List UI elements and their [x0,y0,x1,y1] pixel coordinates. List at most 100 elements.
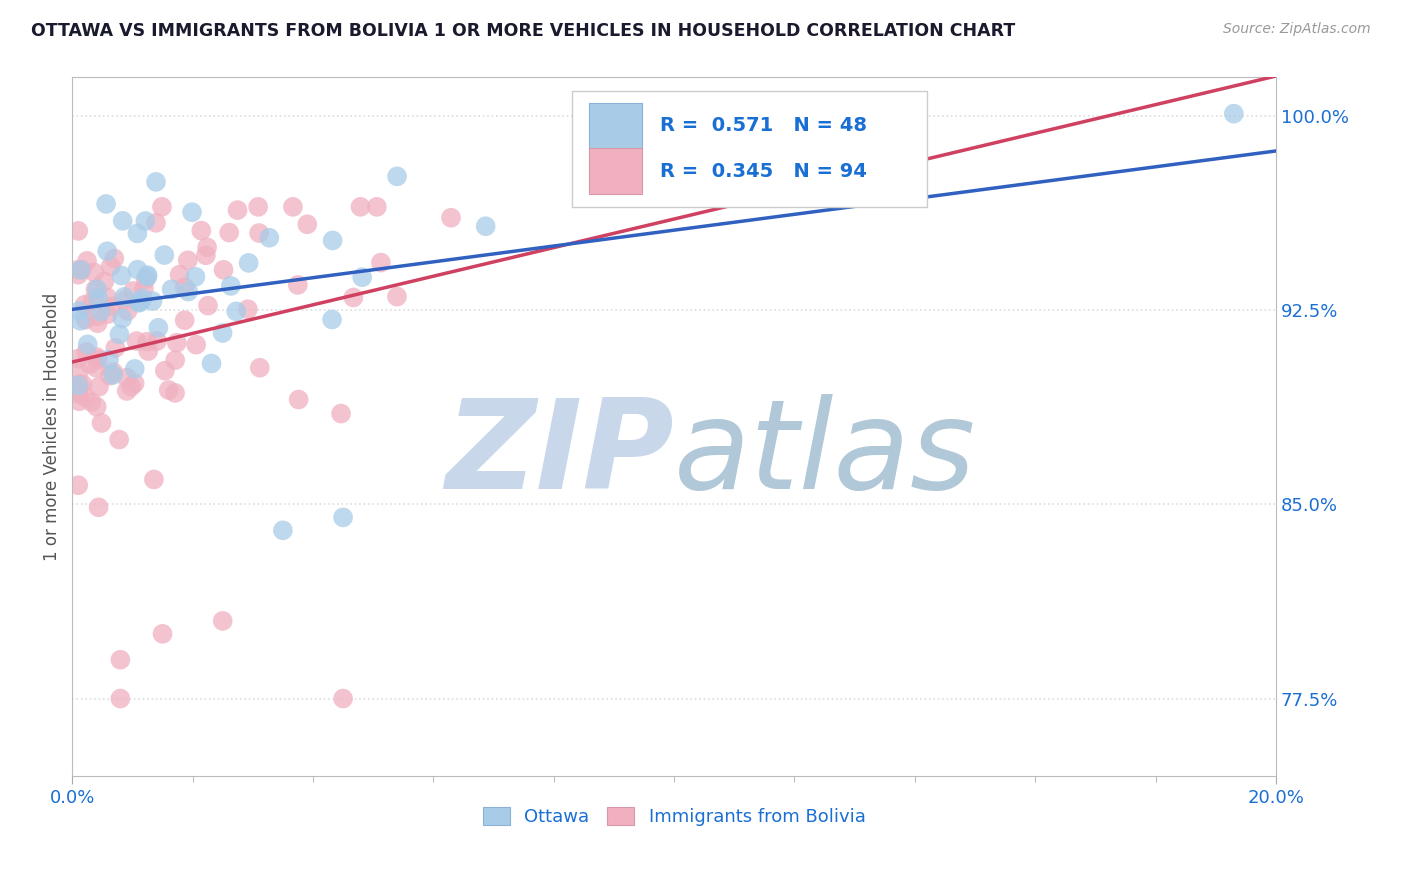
Point [69,314,91,328]
Point [73,298,96,312]
Point [195,240,218,254]
Point [146,334,169,348]
Point [86,400,108,414]
Point [112,293,135,308]
Point [108,327,131,342]
Point [112,290,135,304]
Point [321,312,343,326]
Point [332,691,354,706]
Point [129,294,152,309]
Point [342,290,364,304]
Point [225,304,247,318]
Point [69,263,91,277]
Point [75,344,97,359]
Point [127,227,149,241]
Point [165,385,187,400]
Point [79,357,101,371]
Point [385,290,408,304]
Point [111,311,134,326]
Point [131,291,153,305]
Point [117,304,139,318]
Point [69,304,91,318]
Point [86,350,108,364]
Point [101,368,124,382]
Text: R =  0.345   N = 94: R = 0.345 N = 94 [659,162,866,181]
Text: ZIP: ZIP [446,394,673,516]
Point [173,313,195,327]
FancyBboxPatch shape [589,103,641,149]
Point [98,368,121,383]
Point [190,224,212,238]
Point [84,282,107,296]
Point [104,341,127,355]
Point [103,365,125,379]
Point [67,478,90,492]
Point [87,380,110,394]
Point [249,360,271,375]
Point [136,268,159,282]
Point [150,200,173,214]
Point [115,384,138,398]
Point [75,390,97,404]
Point [96,244,118,259]
Point [212,263,235,277]
Point [82,294,104,309]
Point [148,320,170,334]
Point [332,510,354,524]
Point [72,377,94,392]
Point [165,353,187,368]
Point [67,366,90,380]
Point [194,248,217,262]
Text: atlas: atlas [673,394,976,516]
Point [67,394,90,409]
Point [67,268,90,282]
Point [100,260,122,274]
Point [177,253,200,268]
Point [153,248,176,262]
Point [287,277,309,292]
Point [370,255,392,269]
Point [93,275,115,289]
Point [211,326,233,340]
Point [125,334,148,348]
Point [1223,106,1246,120]
Point [67,224,90,238]
Point [67,377,90,392]
Point [87,292,110,306]
Point [219,279,242,293]
Point [124,362,146,376]
Point [157,383,180,397]
Text: R =  0.571   N = 48: R = 0.571 N = 48 [659,117,866,136]
Point [135,272,157,286]
Point [134,214,156,228]
Point [132,282,155,296]
Point [247,226,270,240]
Point [115,370,138,384]
Point [297,217,319,231]
Point [145,216,167,230]
Text: Source: ZipAtlas.com: Source: ZipAtlas.com [1223,22,1371,37]
Point [186,337,208,351]
Point [330,407,353,421]
Point [67,383,90,397]
Point [97,307,120,321]
Text: OTTAWA VS IMMIGRANTS FROM BOLIVIA 1 OR MORE VEHICLES IN HOUSEHOLD CORRELATION CH: OTTAWA VS IMMIGRANTS FROM BOLIVIA 1 OR M… [31,22,1015,40]
Point [122,284,145,298]
Point [76,253,98,268]
Point [86,310,108,324]
Point [136,269,159,284]
Point [259,231,281,245]
Point [67,378,90,392]
Point [211,614,233,628]
Point [101,299,124,313]
Point [226,203,249,218]
Point [87,500,110,515]
Point [281,200,304,214]
Point [160,282,183,296]
Point [474,219,496,234]
Point [136,344,159,359]
Point [70,262,93,277]
Point [98,352,121,367]
Point [184,269,207,284]
Point [120,380,142,394]
